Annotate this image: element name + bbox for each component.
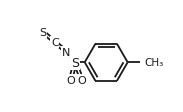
Text: O: O [78,75,86,85]
Text: C: C [51,38,59,47]
Text: S: S [71,56,79,69]
Text: O: O [66,75,75,85]
Text: N: N [62,47,70,57]
Text: CH₃: CH₃ [145,58,164,68]
Text: S: S [39,28,46,37]
